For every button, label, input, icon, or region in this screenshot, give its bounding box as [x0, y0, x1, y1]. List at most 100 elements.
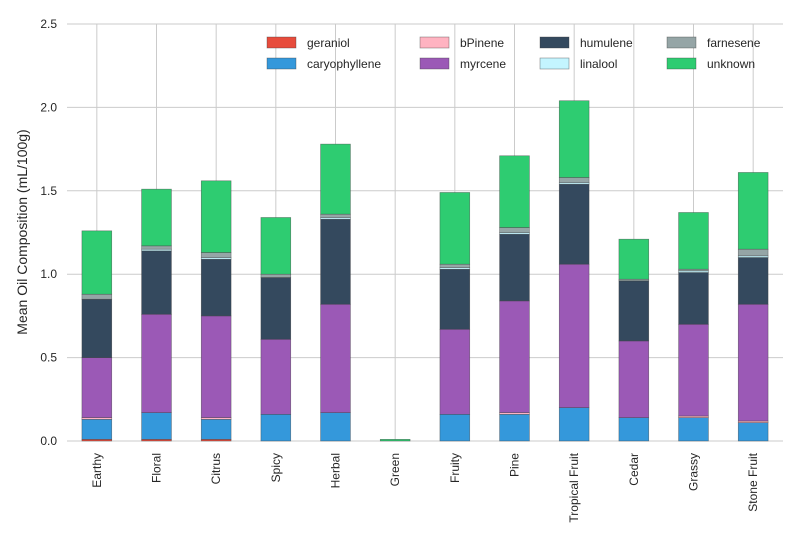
legend-label: bPinene [460, 36, 504, 50]
legend-swatch [539, 36, 570, 49]
bar-segment-caryophyllene [678, 417, 709, 442]
bar-segment-farnesene [499, 227, 530, 233]
y-tick-label: 0.5 [40, 351, 57, 365]
legend-label: myrcene [460, 57, 506, 71]
bar-segment-myrcene [678, 323, 709, 417]
x-tick-label: Citrus [209, 453, 223, 484]
bar-segment-unknown [81, 230, 113, 295]
bar-segment-farnesene [260, 273, 292, 278]
grid [67, 23, 783, 442]
bar-segment-humulene [141, 250, 172, 315]
bar-segment-unknown [439, 192, 471, 265]
legend-label: farnesene [707, 36, 761, 50]
bar-segment-myrcene [200, 315, 232, 418]
bar-segment-farnesene [200, 252, 232, 258]
legend: geraniol caryophyllene bPinene myrcene humul… [266, 36, 761, 71]
legend-item-geraniol: geraniol [266, 36, 350, 50]
bar-segment-myrcene [320, 303, 351, 413]
bar-segment-unknown [558, 100, 590, 178]
bar-segment-myrcene [81, 357, 113, 418]
legend-label: humulene [580, 36, 633, 50]
x-tick-label: Spicy [269, 453, 283, 482]
bar-segment-caryophyllene [737, 422, 769, 442]
bar-segment-farnesene [737, 248, 769, 257]
x-tick-label: Herbal [329, 453, 343, 488]
x-tick-label: Cedar [627, 453, 641, 486]
legend-item-myrcene: myrcene [419, 57, 506, 71]
legend-swatch [539, 57, 570, 70]
bar-segment-humulene [737, 257, 769, 305]
bar-segment-caryophyllene [200, 419, 232, 440]
bar-segment-unknown [618, 238, 650, 280]
bar-segment-myrcene [737, 303, 769, 422]
bar-segment-humulene [678, 272, 709, 325]
bar-segment-farnesene [141, 245, 172, 250]
bar-segment-unknown [737, 172, 769, 250]
legend-swatch [419, 36, 450, 49]
y-axis-label: Mean Oil Composition (mL/100g) [14, 129, 30, 334]
bar-segment-humulene [558, 183, 590, 265]
bar-segment-caryophyllene [558, 407, 590, 442]
bars [81, 100, 769, 442]
bar-segment-caryophyllene [81, 419, 113, 440]
y-tick-label: 1.5 [40, 184, 57, 198]
x-tick-label: Stone Fruit [746, 452, 760, 511]
legend-item-caryophyllene: caryophyllene [266, 57, 381, 71]
bar-segment-caryophyllene [141, 412, 172, 440]
y-tick-label: 2.5 [40, 17, 57, 31]
x-tick-label: Floral [150, 453, 164, 483]
bar-segment-myrcene [439, 328, 471, 415]
legend-label: geraniol [307, 36, 350, 50]
x-tick-label: Grassy [687, 453, 701, 491]
bar-segment-caryophyllene [320, 412, 351, 442]
legend-swatch [266, 57, 297, 70]
bar-segment-humulene [499, 233, 530, 302]
x-tick-label: Earthy [90, 453, 104, 488]
bar-segment-humulene [81, 298, 113, 358]
y-tick-label: 1.0 [40, 267, 57, 281]
bar-segment-caryophyllene [439, 414, 471, 442]
bar-segment-myrcene [260, 338, 292, 415]
y-tick-label: 0.0 [40, 434, 57, 448]
bar-segment-myrcene [499, 300, 530, 413]
legend-item-farnesene: farnesene [666, 36, 761, 50]
bar-segment-caryophyllene [499, 414, 530, 442]
legend-item-bPinene: bPinene [419, 36, 504, 50]
legend-label: unknown [707, 57, 755, 71]
legend-swatch [666, 57, 697, 70]
bar-segment-unknown [379, 439, 411, 442]
legend-label: linalool [580, 57, 617, 71]
legend-item-linalool: linalool [539, 57, 617, 71]
bar-segment-humulene [200, 258, 232, 317]
bar-segment-farnesene [320, 213, 351, 218]
bar-segment-myrcene [558, 263, 590, 408]
bar-segment-farnesene [439, 263, 471, 268]
y-tick-labels: 0.0 0.5 1.0 1.5 2.0 2.5 [40, 17, 57, 448]
legend-item-unknown: unknown [666, 57, 755, 71]
bar-segment-farnesene [81, 293, 113, 300]
bar-segment-humulene [260, 277, 292, 340]
bar-segment-myrcene [141, 313, 172, 413]
bar-segment-myrcene [618, 340, 650, 418]
x-tick-label: Fruity [448, 453, 462, 483]
x-tick-labels: Earthy Floral Citrus Spicy Herbal Green Fruity… [90, 452, 760, 522]
bar-segment-unknown [499, 155, 530, 228]
x-tick-label: Tropical Fruit [567, 452, 581, 522]
bar-segment-unknown [320, 143, 351, 215]
y-tick-label: 2.0 [40, 100, 57, 114]
legend-swatch [419, 57, 450, 70]
bar-segment-unknown [200, 180, 232, 253]
legend-swatch [666, 36, 697, 49]
bar-segment-unknown [260, 217, 292, 275]
bar-segment-caryophyllene [618, 417, 650, 442]
legend-item-humulene: humulene [539, 36, 633, 50]
bar-segment-unknown [678, 212, 709, 270]
x-tick-label: Green [388, 453, 402, 486]
x-tick-label: Pine [508, 453, 522, 477]
bar-segment-humulene [439, 268, 471, 330]
bar-segment-humulene [618, 280, 650, 342]
legend-label: caryophyllene [307, 57, 381, 71]
bar-segment-unknown [141, 188, 172, 247]
